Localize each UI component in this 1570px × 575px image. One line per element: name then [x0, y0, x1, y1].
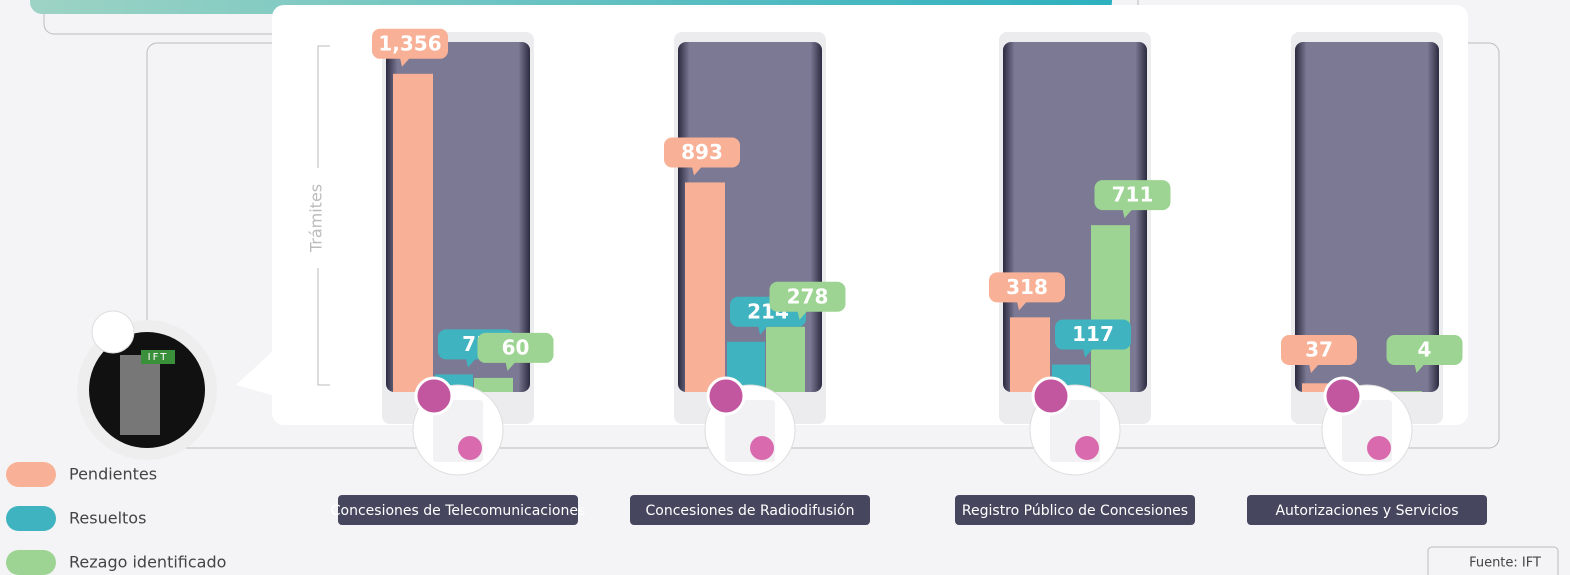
value-label: 893 [681, 140, 723, 164]
label-tip [1309, 364, 1319, 373]
icon-clock [706, 376, 746, 416]
bar [1091, 225, 1130, 392]
category-box [630, 495, 870, 525]
label-bubble [769, 281, 846, 312]
label-bubble [477, 332, 554, 363]
icon-symbol [1367, 436, 1391, 460]
label-tip [797, 310, 808, 320]
bar [685, 182, 725, 392]
x-tick-label: Concesiones de Radiodifusión [646, 503, 855, 519]
icon-symbol [1075, 436, 1099, 460]
legend-label: Pendientes [69, 465, 157, 484]
value-label: 711 [1112, 183, 1154, 207]
icon-clock [1323, 376, 1363, 416]
label-bubble [1094, 180, 1171, 211]
label-bubble [989, 272, 1065, 303]
icon-clock [1031, 376, 1071, 416]
legend-label: Rezago identificado [69, 553, 226, 572]
label-tip [1083, 348, 1093, 358]
label-bubble [372, 28, 448, 59]
x-tick-label: Autorizaciones y Servicios [1275, 503, 1458, 519]
bar [393, 73, 433, 393]
x-tick-label: Registro Público de Concesiones [962, 503, 1188, 519]
value-label: 60 [502, 335, 530, 359]
bar [766, 326, 805, 392]
label-tip [505, 361, 516, 371]
logo-text: IFT [148, 352, 169, 363]
label-tip [400, 57, 410, 67]
value-label: 117 [1072, 322, 1114, 346]
value-label: 37 [1305, 338, 1333, 362]
legend-label: Resueltos [69, 509, 146, 528]
legend-swatch [6, 550, 56, 575]
label-tip [1414, 364, 1425, 373]
logo-building [120, 355, 160, 435]
label-tip [758, 325, 768, 335]
value-label: 4 [1418, 338, 1432, 362]
axis-bracket [317, 45, 330, 386]
source-box [1427, 546, 1559, 575]
icon-symbol [750, 436, 774, 460]
value-label: 1,356 [378, 31, 441, 55]
category-box [338, 495, 578, 525]
category-box [1247, 495, 1487, 525]
label-tip [692, 166, 702, 176]
label-bubble [1386, 335, 1463, 365]
label-bubble [1055, 319, 1131, 350]
label-tip [1122, 209, 1133, 219]
logo: IFT [77, 310, 217, 460]
value-label: 318 [1006, 275, 1048, 299]
y-axis-label: Trámites [307, 184, 326, 253]
legend-swatch [6, 462, 56, 487]
icon-symbol [458, 436, 482, 460]
panel-tip [236, 352, 272, 395]
source: Fuente: IFT [1469, 556, 1541, 571]
group-panel [1295, 42, 1439, 392]
bar [1302, 383, 1342, 392]
bar [474, 377, 513, 392]
value-label: 278 [787, 284, 829, 308]
panel [272, 5, 1468, 425]
bar [1383, 391, 1422, 392]
label-tip [466, 358, 476, 368]
legend-swatch [6, 506, 56, 531]
logo-icon [91, 310, 135, 354]
category-box [955, 495, 1195, 525]
logo-sign [141, 350, 175, 364]
x-tick-label: Concesiones de Telecomunicaciones [331, 503, 586, 519]
label-bubble [1281, 335, 1357, 365]
label-bubble [664, 137, 740, 168]
icon-clock [414, 376, 454, 416]
label-tip [1017, 301, 1027, 311]
